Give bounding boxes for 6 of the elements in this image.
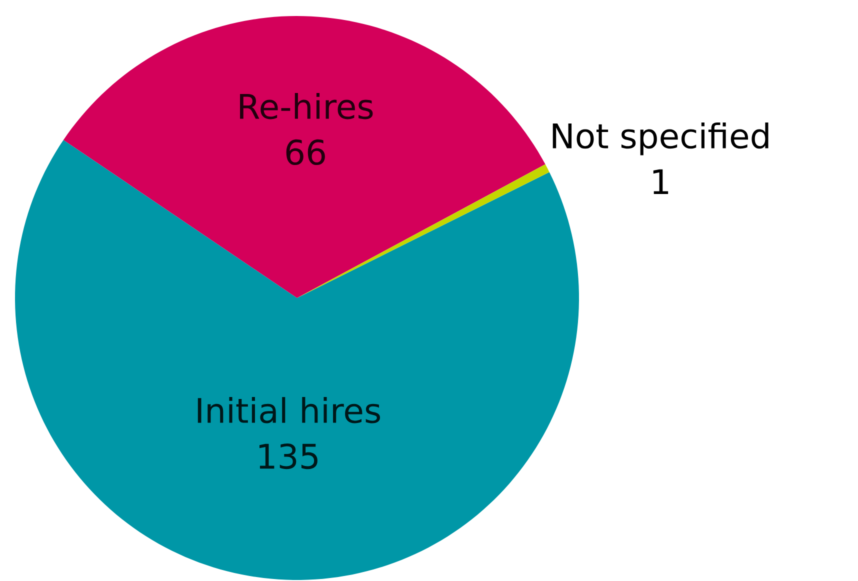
slice-label: Initial hires — [198, 397, 380, 424]
data-label: 1 — [653, 169, 668, 194]
data-label: 66 — [286, 139, 325, 166]
slice-label: Not specified — [552, 122, 768, 156]
data-label: 135 — [259, 443, 318, 470]
slice-label: Re-hires — [240, 93, 373, 120]
